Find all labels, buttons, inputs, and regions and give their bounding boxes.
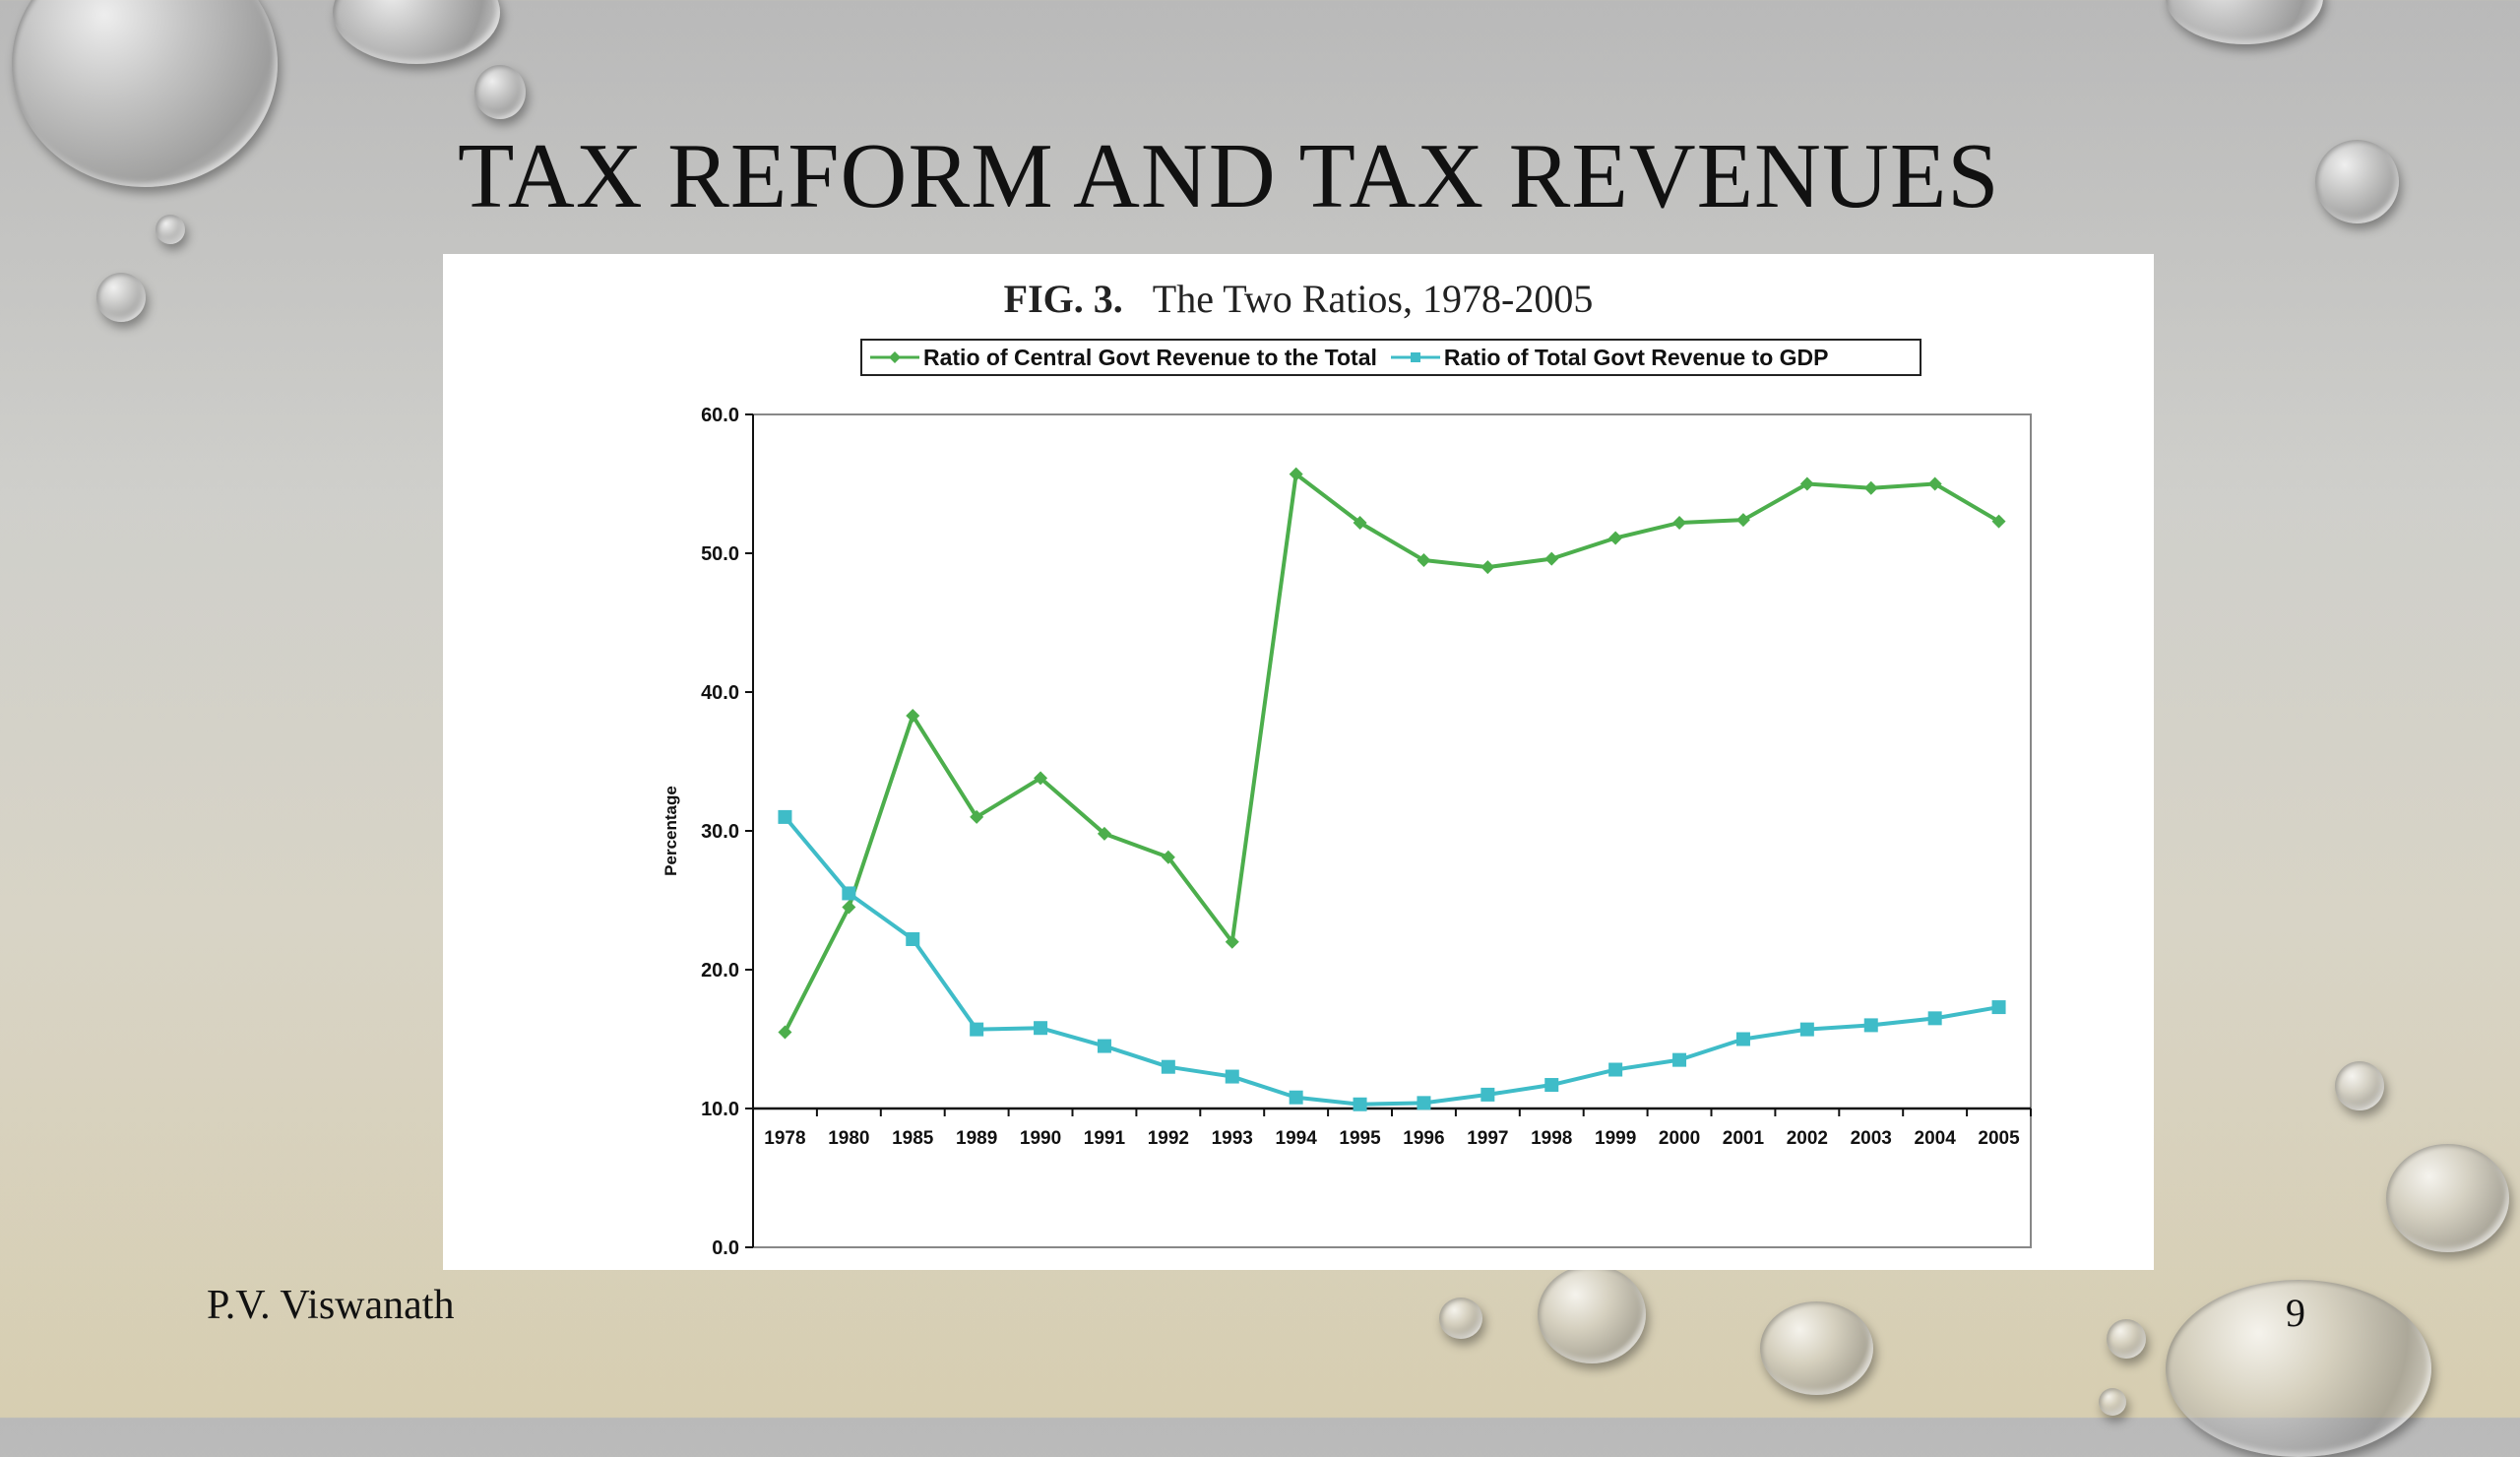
data-point-square [1353,1097,1367,1111]
data-point-square [1225,1069,1239,1084]
x-tick-label: 1997 [1467,1128,1508,1149]
data-point-diamond [1225,934,1239,949]
data-point-square [1289,1090,1303,1105]
y-axis-label: Percentage [662,786,680,876]
series-line-1 [783,472,2000,1034]
x-tick-label: 2000 [1659,1128,1700,1149]
x-tick-label: 1980 [828,1128,869,1149]
legend-diamond-marker-icon [870,351,919,363]
data-point-square [1480,1087,1495,1102]
water-drop-decoration [2107,1319,2146,1359]
data-point-diamond [1161,850,1175,864]
x-tick-label: 1991 [1084,1128,1126,1149]
x-tick-label: 2004 [1915,1128,1957,1149]
chart-title: FIG. 3. The Two Ratios, 1978-2005 [443,276,2154,322]
slide-title: TAX REFORM AND TAX REVENUES [458,125,2000,227]
data-point-square [1672,1052,1687,1067]
data-point-diamond [1097,826,1111,841]
data-point-square [1991,1000,2006,1015]
x-tick-label: 1990 [1020,1128,1061,1149]
x-tick-label: 1992 [1148,1128,1189,1149]
x-tick-label: 1985 [892,1128,934,1149]
data-point-diamond [1799,476,1814,491]
data-point-diamond [1608,531,1623,545]
x-tick-label: 1978 [764,1128,805,1149]
water-drop-decoration [1439,1298,1482,1339]
water-drop-decoration [156,215,185,244]
legend-square-marker-icon [1390,352,1440,362]
data-point-diamond [1353,515,1367,530]
data-point-diamond [1034,771,1048,786]
water-drop-decoration [333,0,500,64]
y-tick-label: 30.0 [701,821,739,843]
water-drop-decoration [2335,1061,2384,1110]
chart-title-prefix: FIG. 3. [1003,277,1123,321]
data-point-square [842,886,856,901]
data-point-diamond [970,809,984,824]
data-point-diamond [1927,476,1942,491]
x-tick-label: 1995 [1339,1128,1381,1149]
x-tick-label: 1996 [1403,1128,1444,1149]
x-tick-label: 1993 [1212,1128,1253,1149]
data-point-square [906,931,920,946]
data-point-diamond [1735,513,1750,528]
water-drop-decoration [2166,0,2323,44]
water-drop-decoration [12,0,278,187]
data-point-square [1034,1021,1048,1036]
water-drop-decoration [96,273,146,322]
data-point-diamond [1289,467,1303,481]
x-tick-label: 2003 [1851,1128,1892,1149]
y-tick-label: 10.0 [701,1099,739,1120]
data-point-square [1161,1059,1175,1074]
water-drop-decoration [1538,1265,1646,1363]
data-point-diamond [842,900,856,915]
data-point-square [1097,1039,1111,1053]
data-point-diamond [1991,514,2006,529]
chart-title-text: The Two Ratios, 1978-2005 [1152,277,1594,321]
legend-item-gdp: Ratio of Total Govt Revenue to GDP [1390,344,1829,371]
data-point-square [1608,1062,1623,1077]
data-point-diamond [1672,515,1687,530]
water-drop-decoration [2099,1388,2126,1416]
data-point-diamond [1480,560,1495,575]
data-point-square [1927,1011,1942,1026]
data-point-square [1735,1032,1750,1046]
x-tick-label: 1998 [1531,1128,1572,1149]
legend-label-gdp: Ratio of Total Govt Revenue to GDP [1443,344,1829,370]
data-point-diamond [1544,551,1559,566]
water-drop-decoration [2386,1144,2509,1252]
x-tick-label: 2002 [1787,1128,1828,1149]
x-tick-label: 2001 [1723,1128,1765,1149]
x-tick-label: 1999 [1595,1128,1636,1149]
chart-plot: 0.0 10.0 20.0 30.0 40.0 50.0 60.0 Percentage 197… [662,405,2032,1259]
water-drop-decoration [1760,1301,1873,1395]
footer-author: P.V. Viswanath [207,1283,455,1328]
y-tick-label: 50.0 [701,543,739,565]
data-point-square [778,809,792,824]
data-point-square [1863,1018,1878,1033]
data-point-diamond [1417,553,1431,568]
data-point-diamond [906,708,920,723]
chart-panel: FIG. 3. The Two Ratios, 1978-2005 Ratio o… [443,254,2154,1270]
legend-label-central: Ratio of Central Govt Revenue to the Tot… [923,344,1377,370]
series-line-2 [783,815,1999,1107]
x-tick-label: 1989 [956,1128,997,1149]
x-tick-label: 2005 [1978,1128,2020,1149]
data-point-square [1417,1096,1431,1110]
y-tick-label: 0.0 [712,1237,739,1259]
data-point-square [1544,1078,1559,1093]
y-tick-label: 60.0 [701,405,739,426]
data-point-square [1799,1022,1814,1037]
x-tick-label: 1994 [1276,1128,1318,1149]
y-tick-label: 20.0 [701,960,739,982]
data-point-diamond [778,1025,792,1040]
data-point-square [970,1022,984,1037]
water-drop-decoration [2315,140,2399,223]
data-point-diamond [1863,480,1878,495]
legend-item-central: Ratio of Central Govt Revenue to the Tot… [870,345,1377,371]
page-number: 9 [2286,1291,2305,1335]
y-tick-label: 40.0 [701,682,739,704]
water-drop-decoration [474,65,526,119]
chart-legend: Ratio of Central Govt Revenue to the Tot… [860,339,1922,376]
